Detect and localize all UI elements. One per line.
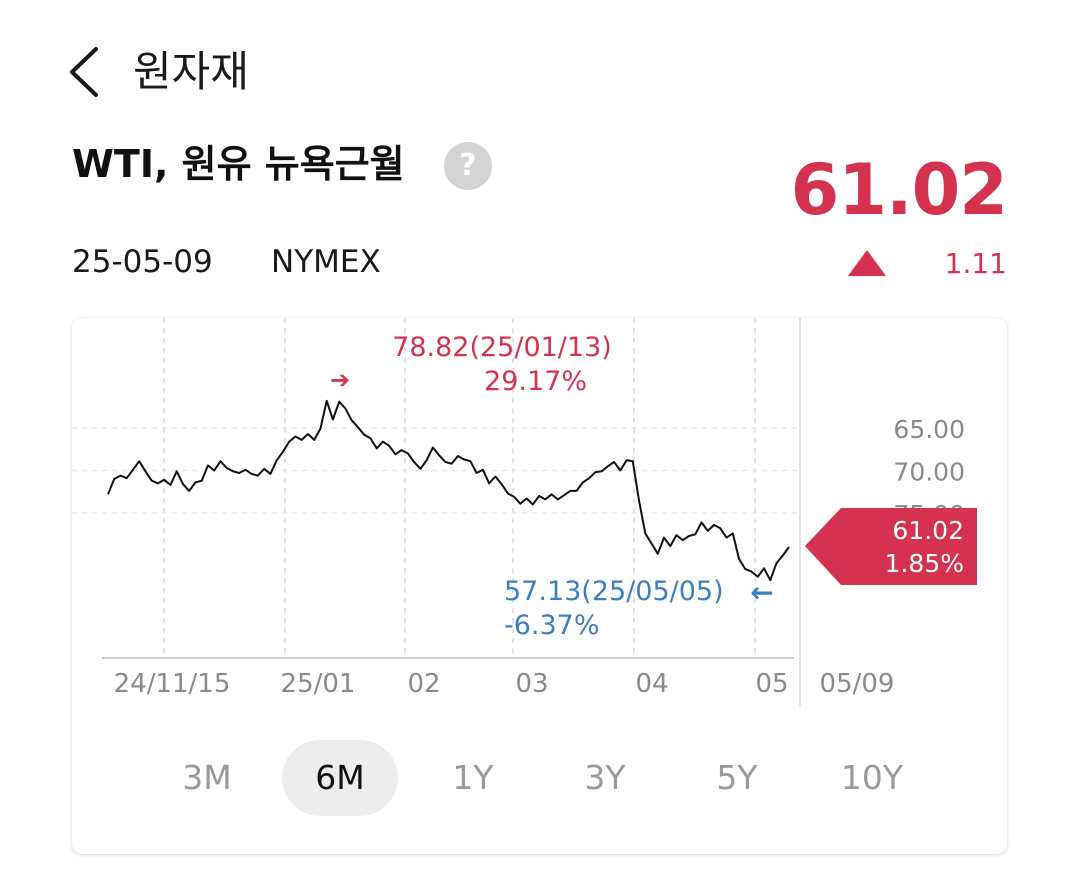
current-tag-value: 61.02 [892,516,964,545]
y-tick-label: 65.00 [893,415,965,444]
current-price-tag [805,508,977,585]
current-price: 61.02 [790,149,1008,231]
arrow-right-icon: ➔ [330,366,350,394]
x-tick-label: 25/01 [281,669,356,699]
high-percent-label: 29.17% [484,366,587,397]
x-tick-label: 02 [407,669,440,699]
high-value-label: 78.82(25/01/13) [392,332,612,363]
x-tick-label: 03 [515,669,548,699]
page-title: 원자재 [133,47,249,96]
help-icon[interactable]: ? [444,142,492,190]
arrow-left-icon: ← [750,576,773,609]
low-percent-label: -6.37% [504,610,600,641]
current-tag-percent: 1.85% [885,549,964,578]
x-tick-label: 04 [635,669,668,699]
price-chart[interactable]: 75.0070.0065.0024/11/1525/010203040505/0… [72,318,1007,854]
x-tick-label: 24/11/15 [114,669,231,699]
chevron-left-icon [70,47,98,97]
y-tick-label: 70.00 [893,458,965,487]
exchange-name: NYMEX [271,244,381,280]
back-button[interactable] [62,44,112,100]
low-value-label: 57.13(25/05/05) [504,576,724,607]
asset-name: WTI, 원유 뉴욕근월 [72,142,405,186]
triangle-up-icon [848,250,886,276]
x-tick-label: 05 [755,669,788,699]
tab-3m[interactable]: 3M [182,758,232,797]
price-line [107,399,790,582]
x-tick-label: 05/09 [820,669,895,699]
price-change: 1.11 [944,247,1007,280]
tab-6m[interactable]: 6M [282,740,398,816]
tab-10y[interactable]: 10Y [840,758,904,797]
tab-3y[interactable]: 3Y [584,758,626,797]
period-tabs: 3M 6M 1Y 3Y 5Y 10Y [72,740,1007,816]
chart-card: 75.0070.0065.0024/11/1525/010203040505/0… [72,318,1007,854]
price-date: 25-05-09 [72,244,213,280]
tab-5y[interactable]: 5Y [716,758,758,797]
tab-1y[interactable]: 1Y [452,758,494,797]
